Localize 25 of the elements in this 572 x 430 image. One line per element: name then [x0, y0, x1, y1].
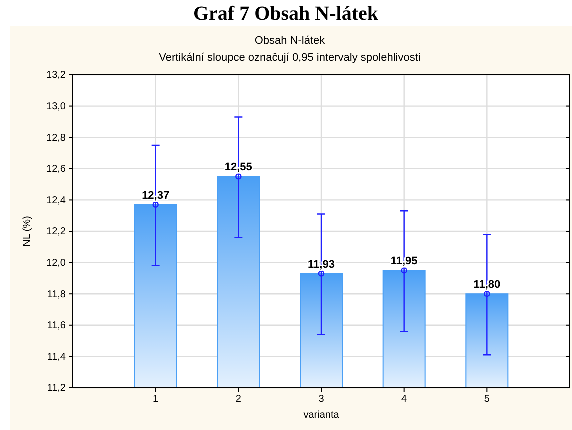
y-tick-label: 13,0 — [46, 102, 66, 112]
point — [236, 174, 242, 180]
point — [152, 202, 159, 208]
y-tick-label: 11,8 — [47, 289, 66, 300]
point — [484, 290, 490, 298]
y-tick-label: 12,8 — [46, 132, 66, 144]
x-tick-label: 3 — [318, 394, 325, 406]
y-tick-label: 12,4 — [46, 195, 66, 206]
chart-subtitle: Obsah N-látek Vertikální sloupce označují 0,95 intervaly spolehlivosti — [159, 35, 421, 64]
x-tick-label: 4 — [402, 394, 408, 406]
chart-title: Graf 7 Obsah N-látek — [194, 3, 380, 25]
y-tick-label: 13,2 — [46, 70, 66, 82]
point — [318, 270, 325, 277]
x-tick-label: 1 — [153, 394, 160, 406]
y-tick-label: 12,6 — [46, 164, 66, 176]
point — [401, 268, 408, 274]
x-axis-title: varianta — [304, 410, 340, 421]
x-tick-label: 2 — [236, 394, 242, 406]
y-tick-label: 12,2 — [46, 226, 66, 238]
y-tick-label: 12,0 — [46, 258, 66, 269]
y-tick-label: 11,4 — [47, 352, 66, 363]
y-axis-title: NL (%) — [22, 216, 33, 247]
y-tick-label: 11,6 — [47, 320, 66, 332]
x-tick-label: 5 — [484, 394, 490, 406]
y-tick-label: 11,2 — [47, 383, 66, 394]
